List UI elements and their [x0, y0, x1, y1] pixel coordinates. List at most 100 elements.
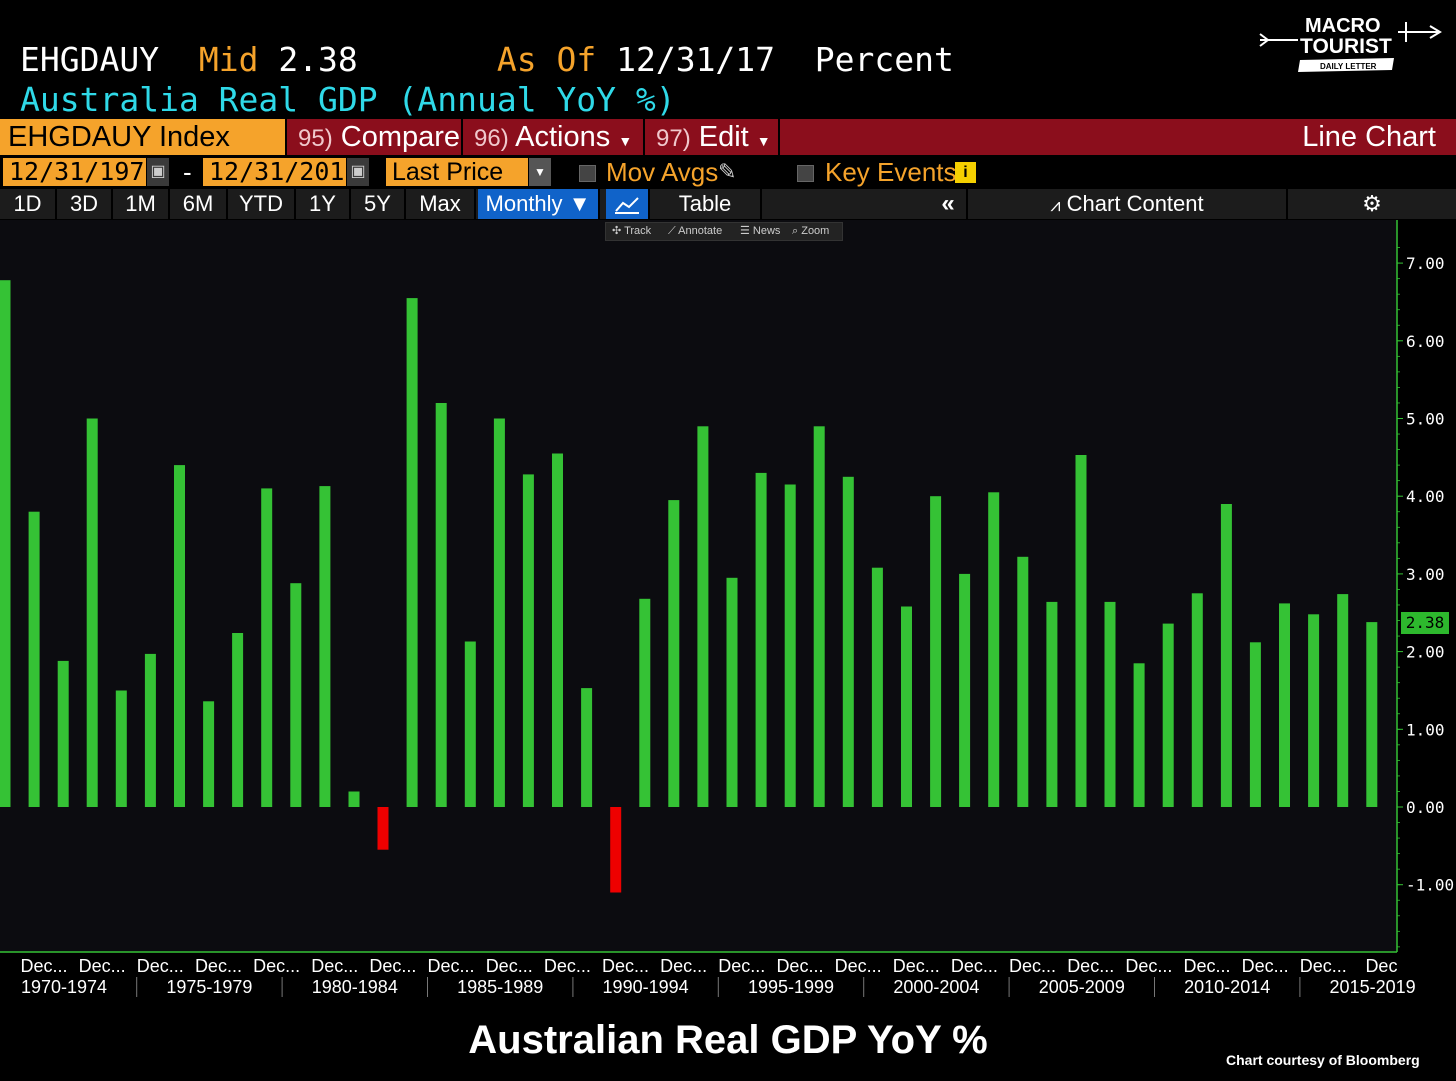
frequency-select[interactable]: Monthly ▼: [478, 189, 600, 219]
x-group-label: 2005-2009: [1039, 977, 1125, 997]
news-label: News: [752, 225, 781, 237]
x-tick-label: Dec...: [602, 956, 649, 976]
bar-1977: [203, 701, 215, 807]
key-events-checkbox[interactable]: [797, 165, 814, 182]
x-axis: Dec... Dec... Dec... Dec... Dec... Dec... Dec.…: [20, 956, 1416, 997]
bar-2002: [930, 496, 942, 807]
y-tick-label: 5.00: [1406, 410, 1445, 429]
bar-2003: [959, 573, 971, 807]
x-group-label: 2010-2014: [1184, 977, 1270, 997]
logo-line2: TOURIST: [1300, 35, 1392, 58]
edit-num: 97): [656, 125, 691, 152]
x-tick-label: Dec...: [369, 956, 416, 976]
x-tick-label: Dec...: [486, 956, 533, 976]
compare-button[interactable]: 95) Compare: [298, 119, 460, 155]
bar-2009: [1133, 663, 1145, 807]
bar-1983: [377, 807, 389, 850]
bar-2000: [871, 567, 883, 807]
bar-1996: [755, 472, 767, 807]
bar-1971: [28, 511, 40, 807]
track-tool[interactable]: ✣ Track: [612, 225, 652, 237]
y-tick-label: 2.00: [1406, 643, 1445, 662]
x-tick-label: Dec: [1365, 956, 1397, 976]
divider: [778, 119, 780, 155]
x-tick-label: Dec...: [1242, 956, 1289, 976]
logo-line1: MACRO: [1305, 15, 1381, 37]
function-toolbar: EHGDAUY Index 95) Compare 96) Actions ▼ …: [0, 119, 1456, 155]
end-date-input[interactable]: 12/31/2017: [203, 158, 360, 186]
bar-1981: [319, 486, 331, 807]
period-6m[interactable]: 6M: [170, 189, 228, 219]
bar-1972: [57, 660, 69, 807]
y-tick-label: 1.00: [1406, 720, 1445, 739]
bar-2007: [1075, 455, 1087, 807]
bars-layer: [0, 280, 1378, 893]
period-max[interactable]: Max: [406, 189, 476, 219]
arrow-icon: [1259, 22, 1442, 47]
period-1y[interactable]: 1Y: [296, 189, 351, 219]
key-events-label: Key Events: [825, 157, 957, 187]
x-tick-label: Dec...: [835, 956, 882, 976]
mov-avgs-checkbox[interactable]: [579, 165, 596, 182]
x-group-label: 2015-2019: [1330, 977, 1416, 997]
info-icon[interactable]: i: [955, 162, 976, 183]
chart-content-icon: ⩘: [1050, 195, 1061, 215]
period-1d[interactable]: 1D: [0, 189, 57, 219]
bar-1987: [493, 418, 505, 807]
period-3d[interactable]: 3D: [57, 189, 113, 219]
x-group-label: 1985-1989: [457, 977, 543, 997]
pencil-icon[interactable]: ✎: [718, 159, 737, 184]
price-field-select[interactable]: Last Price: [386, 158, 528, 186]
bar-2006: [1046, 601, 1058, 807]
divider: [461, 119, 463, 155]
bar-2005: [1017, 556, 1029, 807]
y-tick-label: 7.00: [1406, 254, 1445, 273]
annotate-tool[interactable]: ⟋ Annotate: [668, 225, 723, 237]
bar-1997: [784, 484, 796, 807]
start-date-input[interactable]: 12/31/1970: [3, 158, 160, 186]
line-chart-icon[interactable]: [606, 189, 650, 219]
mov-avgs-label: Mov Avgs: [606, 157, 719, 187]
asof-label: As Of: [496, 40, 597, 79]
collapse-icon[interactable]: «: [930, 189, 968, 219]
table-button[interactable]: Table: [650, 189, 762, 219]
bar-1984: [406, 298, 418, 807]
calendar-icon[interactable]: ▣: [147, 158, 169, 186]
zoom-tool[interactable]: ⌕ Zoom: [792, 225, 830, 237]
bar-2016: [1337, 594, 1349, 807]
asof-value: 12/31/17: [616, 40, 776, 79]
chart-type-label[interactable]: Line Chart: [1302, 121, 1436, 153]
news-tool[interactable]: ☰ News: [740, 225, 781, 237]
bar-1990: [581, 688, 593, 807]
y-tick-label: 3.00: [1406, 565, 1445, 584]
bar-1982: [348, 791, 360, 807]
actions-button[interactable]: 96) Actions ▼: [474, 119, 632, 155]
bar-2001: [901, 606, 912, 807]
logo-banner: [1298, 58, 1394, 72]
gear-icon[interactable]: ⚙: [1362, 191, 1382, 216]
bar-1970: [0, 280, 11, 807]
chart-content-button[interactable]: ⩘ Chart Content: [968, 189, 1288, 219]
bar-1994: [697, 426, 709, 807]
period-ytd[interactable]: YTD: [228, 189, 296, 219]
edit-button[interactable]: 97) Edit ▼: [656, 119, 771, 155]
units-label: Percent: [814, 40, 954, 79]
x-tick-label: Dec...: [20, 956, 67, 976]
chevron-down-icon[interactable]: ▼: [529, 158, 551, 186]
y-tick-label: 0.00: [1406, 798, 1445, 817]
bar-2014: [1279, 603, 1290, 807]
security-field[interactable]: EHGDAUY Index: [0, 119, 285, 155]
frequency-label: Monthly: [485, 191, 563, 216]
bar-1975: [144, 653, 156, 807]
period-5y[interactable]: 5Y: [351, 189, 406, 219]
period-1m[interactable]: 1M: [113, 189, 170, 219]
chart-credit: Chart courtesy of Bloomberg: [1226, 1052, 1420, 1068]
bar-2017: [1366, 622, 1378, 807]
calendar-icon[interactable]: ▣: [347, 158, 369, 186]
x-tick-label: Dec...: [137, 956, 184, 976]
chart-content-label: Chart Content: [1066, 191, 1204, 216]
mid-label: Mid: [198, 40, 259, 79]
chart-mini-toolbar: ✣ Track ⟋ Annotate ☰ News ⌕ Zoom: [605, 222, 843, 241]
x-tick-label: Dec...: [951, 956, 998, 976]
